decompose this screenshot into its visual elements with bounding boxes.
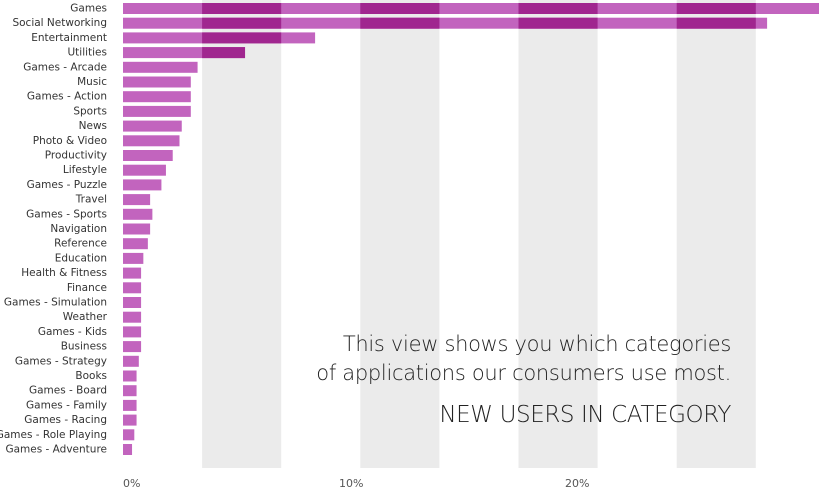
category-label: Games - Racing [24,414,107,426]
bar-band-segment [202,3,282,14]
x-tick-label: 0% [123,477,140,490]
category-label: Travel [75,194,107,206]
category-label: Utilities [67,47,107,59]
bar-band-segment [518,17,598,29]
bar [123,120,182,132]
x-tick-label: 20% [565,477,589,490]
category-label: Games - Kids [38,326,107,338]
bar [123,61,198,73]
bar [123,238,148,250]
bar [123,355,139,367]
category-label: Navigation [50,223,107,235]
category-label: Photo & Video [33,135,107,147]
category-label: Education [55,252,107,264]
description-line-1: This view shows you which categories [342,332,731,356]
bar [123,282,142,294]
bar-band-segment [202,17,282,29]
category-label: Reference [54,238,107,250]
bar [123,17,768,29]
bar [123,223,151,235]
category-label: Sports [73,105,107,117]
category-label: Games - Strategy [15,355,107,367]
category-label: Games - Arcade [23,61,107,73]
bar-band-segment [360,3,440,14]
category-label: Health & Fitness [21,267,107,279]
bar-band-segment [202,32,282,44]
x-tick-label: 10% [339,477,363,490]
chart-description-block: This view shows you which categories of … [316,330,731,428]
bar [123,47,246,59]
bar [123,414,137,426]
bar [123,179,162,191]
bar [123,267,142,279]
bar [123,429,135,441]
category-label: Games - Sports [26,208,107,220]
bar-band-segment [676,17,756,29]
category-label: Social Networking [12,17,107,29]
bars [123,3,819,455]
bar-band-segment [202,47,246,59]
bar [123,150,173,161]
description-line-2: of applications our consumers use most. [316,361,731,385]
bar [123,341,142,353]
grid-band [360,0,440,468]
category-label: Music [77,76,107,88]
category-label: Games - Family [26,399,107,411]
grid-band [202,0,282,468]
category-label: Lifestyle [63,164,107,176]
bar [123,370,137,382]
bar [123,444,133,455]
bar [123,105,191,117]
grid-band [676,0,756,468]
category-label: Books [75,370,107,382]
bar-band-segment [360,17,440,29]
category-label: Games - Adventure [5,444,107,456]
category-labels: Games Social Networking Entertainment Utili… [0,3,108,456]
category-label: Games - Simulation [4,297,107,309]
bar [123,194,151,206]
bar [123,164,166,176]
category-label: Entertainment [31,32,107,44]
bar [123,91,191,103]
grid-bands [202,0,756,468]
category-label: Games - Role Playing [0,429,107,441]
bar [123,135,180,147]
bar [123,326,142,338]
bar [123,208,153,220]
category-label: Productivity [45,150,107,162]
bar [123,3,819,14]
category-label: Games - Puzzle [27,179,107,191]
bar [123,311,142,323]
bar [123,399,137,411]
chart-title: NEW USERS IN CATEGORY [439,402,731,428]
bar [123,297,142,308]
x-axis-ticks: 0% 10% 20% [123,477,589,490]
category-label: Games - Action [27,91,107,103]
bar [123,76,191,88]
category-label: Finance [67,282,107,294]
grid-band [518,0,598,468]
category-label: Business [61,341,107,353]
category-label: Games [70,3,107,15]
bar [123,385,137,397]
category-label: News [79,120,107,132]
bar-band-segment [518,3,598,14]
category-label: Games - Board [29,385,107,397]
bar [123,252,144,264]
category-label: Weather [63,311,108,323]
bar-band-segment [676,3,756,14]
